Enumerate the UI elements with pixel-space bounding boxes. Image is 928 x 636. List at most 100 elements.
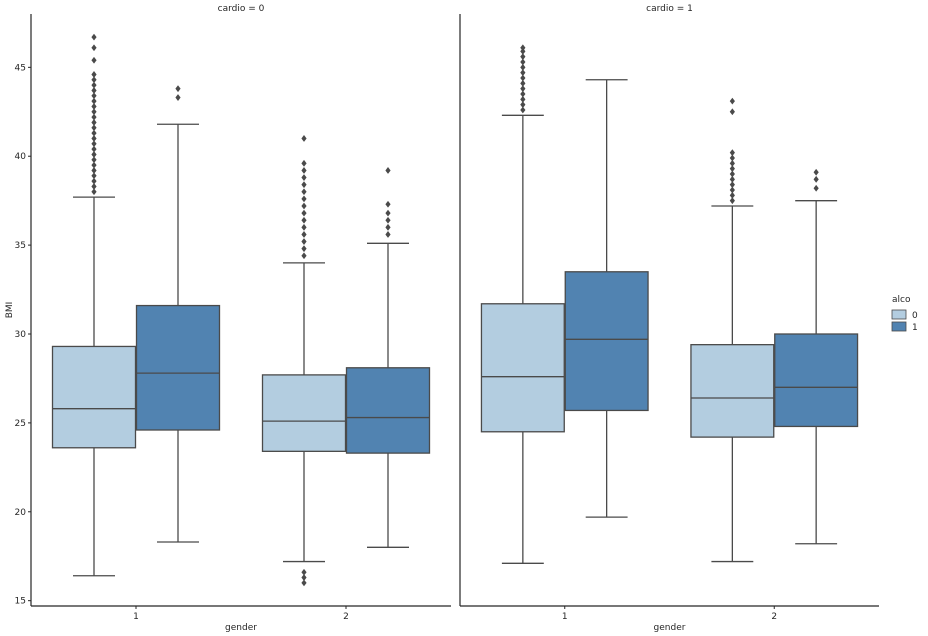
y-axis-title: BMI <box>5 302 15 319</box>
box-iqr <box>51 345 137 449</box>
outlier-point <box>520 44 526 52</box>
outlier-point <box>301 579 307 587</box>
outlier-point <box>729 154 735 162</box>
box-iqr <box>135 304 221 431</box>
x-axis-title: gender <box>225 623 257 633</box>
outlier-point <box>729 175 735 183</box>
outlier-point <box>91 92 97 100</box>
outlier-point <box>175 94 181 101</box>
outlier-point <box>91 167 97 174</box>
outlier-point <box>729 149 735 157</box>
outlier-point <box>91 108 97 116</box>
x-tick-label: 1 <box>562 612 568 622</box>
outlier-point <box>91 188 97 196</box>
outlier-point <box>385 216 391 224</box>
outlier-point <box>385 231 391 238</box>
box-iqr <box>261 374 347 452</box>
outlier-point <box>520 101 526 109</box>
outlier-point <box>91 135 97 142</box>
outlier-point <box>301 245 307 253</box>
outlier-point <box>301 252 307 260</box>
legend-label: 0 <box>912 311 918 321</box>
box-iqr <box>480 303 565 433</box>
outlier-point <box>91 119 97 126</box>
outlier-point <box>729 97 735 105</box>
outlier-point <box>175 85 181 93</box>
outlier-point <box>729 181 735 189</box>
outlier-point <box>91 156 97 164</box>
outlier-point <box>91 161 97 169</box>
outlier-point <box>813 175 819 183</box>
x-tick-label: 2 <box>771 612 777 622</box>
outlier-point <box>301 216 307 224</box>
outlier-point <box>91 87 97 94</box>
outlier-point <box>91 103 97 110</box>
box-iqr <box>345 367 431 454</box>
outlier-point <box>91 113 97 121</box>
outlier-point <box>385 209 391 217</box>
outlier-point <box>301 174 307 181</box>
outlier-point <box>301 238 307 245</box>
panel-title-1: cardio = 1 <box>646 4 693 14</box>
outlier-point <box>520 53 526 61</box>
y-tick-label: 25 <box>15 419 26 429</box>
outlier-point <box>520 90 526 98</box>
outlier-point <box>91 71 97 78</box>
outlier-point <box>91 56 97 64</box>
outlier-point <box>520 95 526 103</box>
outlier-point <box>729 197 735 205</box>
outlier-point <box>301 188 307 196</box>
legend-label: 1 <box>912 323 918 333</box>
outlier-point <box>301 568 307 576</box>
outlier-point <box>385 167 391 174</box>
outlier-point <box>301 209 307 217</box>
outlier-point <box>91 129 97 137</box>
x-tick-label: 2 <box>343 612 349 622</box>
outlier-point <box>729 159 735 167</box>
outlier-point <box>301 167 307 174</box>
outlier-point <box>729 186 735 194</box>
x-axis-title: gender <box>654 623 686 633</box>
outlier-point <box>520 47 526 55</box>
outlier-point <box>520 58 526 66</box>
legend-swatch-1 <box>891 321 907 332</box>
y-tick-label: 35 <box>15 241 26 251</box>
outlier-point <box>91 81 97 89</box>
box-iqr <box>564 271 649 412</box>
box-iqr <box>774 333 859 428</box>
outlier-point <box>91 140 97 148</box>
legend-swatch-0 <box>891 309 907 320</box>
outlier-point <box>729 170 735 178</box>
outlier-point <box>520 106 526 114</box>
outlier-point <box>301 223 307 231</box>
y-tick-label: 45 <box>15 63 26 73</box>
outlier-point <box>301 181 307 189</box>
outlier-point <box>520 74 526 82</box>
outlier-point <box>520 63 526 71</box>
outlier-point <box>91 177 97 185</box>
outlier-point <box>301 202 307 210</box>
outlier-point <box>301 574 307 581</box>
outlier-point <box>729 108 735 116</box>
outlier-point <box>91 151 97 158</box>
outlier-point <box>385 200 391 208</box>
outlier-point <box>520 79 526 87</box>
box-iqr <box>690 344 775 438</box>
outlier-point <box>813 184 819 192</box>
outlier-point <box>91 33 97 41</box>
panel-title-0: cardio = 0 <box>218 4 265 14</box>
legend-title: alco <box>892 295 911 305</box>
outlier-point <box>91 124 97 132</box>
outlier-point <box>301 159 307 167</box>
outlier-point <box>91 44 97 52</box>
y-tick-label: 20 <box>15 508 27 518</box>
outlier-point <box>520 69 526 77</box>
y-tick-label: 40 <box>15 152 27 162</box>
outlier-point <box>301 135 307 142</box>
x-tick-label: 1 <box>133 612 139 622</box>
outlier-point <box>301 195 307 203</box>
outlier-point <box>729 165 735 173</box>
outlier-point <box>520 85 526 93</box>
outlier-point <box>91 97 97 105</box>
outlier-point <box>301 231 307 238</box>
